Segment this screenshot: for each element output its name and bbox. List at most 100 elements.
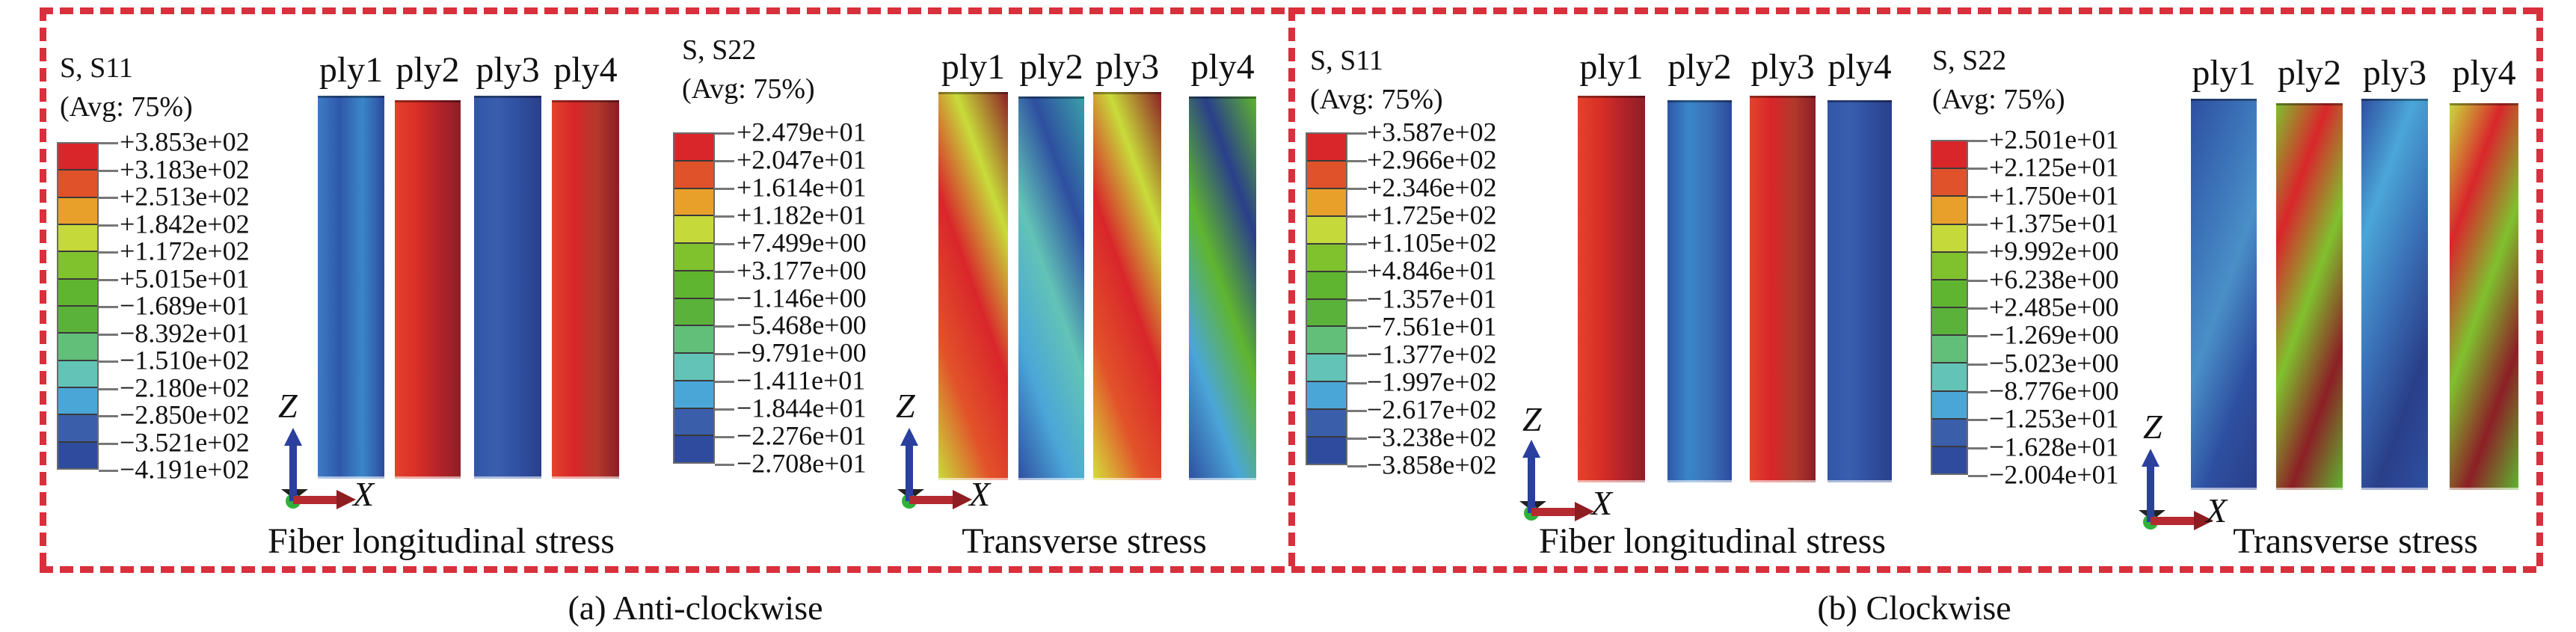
frame-divider [1288,7,1295,566]
legend-value: −2.180e+02 [120,372,250,402]
legend-tick [1968,335,1988,338]
ply-label: ply4 [1190,47,1255,87]
legend-value: −5.023e+00 [1989,347,2119,378]
legend-tick [715,408,734,411]
ply-label: ply4 [553,50,618,90]
legend-color-band [1307,327,1346,355]
legend-color-band [58,252,97,280]
legend-tick [1968,140,1988,142]
coordinate-triad-icon [2136,449,2218,531]
legend-color-band [674,188,713,217]
legend-value: +2.485e+00 [1989,292,2119,322]
panel-caption: (a) Anti-clockwise [568,589,823,627]
coordinate-triad-icon [1516,440,1599,522]
legend-value: +2.966e+02 [1367,144,1497,175]
legend-value: −2.617e+02 [1367,394,1497,425]
ply-label: ply1 [1579,47,1644,87]
ply-cylinder [2276,103,2343,490]
ply-cylinder [2450,103,2518,490]
legend-value: −2.004e+01 [1989,459,2119,490]
ply-label: ply3 [1095,47,1160,87]
legend-value: +3.853e+02 [120,126,250,157]
legend-color-band [58,144,97,171]
legend-tick [1968,279,1988,282]
legend-value: −8.776e+00 [1989,375,2119,406]
legend-tick [99,142,118,144]
legend-value: −4.191e+02 [120,454,250,485]
ply-cylinder [938,92,1008,480]
ply-cylinder [552,100,619,479]
legend-tick [1347,215,1367,218]
axis-x-label: X [353,475,375,513]
legend-color-band [1932,308,1967,337]
legend-tick [715,215,734,218]
legend-color-band [1932,391,1967,420]
legend-tick [99,197,118,199]
legend-tick [1347,243,1367,246]
legend-tick [715,325,734,328]
axis-z-label: Z [896,387,915,425]
legend-value: −1.357e+01 [1367,283,1497,313]
legend-value: −1.997e+02 [1367,366,1497,397]
legend-value: +2.479e+01 [737,117,867,147]
legend-value: +3.183e+02 [120,153,250,184]
legend-value: +1.614e+01 [737,172,867,203]
ply-cylinder [474,96,541,479]
axes-triad-graphic [1519,440,1594,521]
legend-color-bar [1306,132,1347,465]
legend-color-band [1307,188,1346,217]
legend-value: −1.377e+02 [1367,338,1497,369]
legend-color-band [58,224,97,253]
ply-label: ply2 [1019,47,1083,87]
legend-tick [1347,326,1367,329]
ply-cylinder [1750,96,1816,482]
legend-color-band [1307,271,1346,300]
frame-top [40,7,2536,14]
legend-value: +2.047e+01 [737,144,867,175]
ply-cylinder [1189,96,1256,480]
legend-value: −9.791e+00 [737,337,867,368]
legend-tick [1347,381,1367,384]
legend-color-band [1307,355,1346,383]
legend-value: −7.561e+01 [1367,310,1497,341]
plot-subtitle: Transverse stress [2233,521,2478,561]
legend-value: −1.510e+02 [120,345,250,375]
legend-color-band [58,361,97,388]
legend-color-bar [673,132,715,464]
legend-color-band [1307,244,1346,272]
legend-value: +1.182e+01 [737,200,867,230]
legend-tick [99,224,118,227]
legend-tick [1968,419,1988,422]
legend-value: −3.858e+02 [1367,450,1497,480]
legend-value: +2.346e+02 [1367,172,1497,203]
legend-color-band [1932,336,1967,364]
ply-label: ply3 [2362,53,2427,93]
ply-cylinder [1667,100,1732,482]
legend-value: +2.501e+01 [1989,124,2119,155]
legend-tick [715,242,734,245]
legend-averaging: (Avg: 75%) [60,91,193,123]
legend-value: +1.750e+01 [1989,180,2119,210]
legend-color-band [1307,410,1346,438]
legend-color-band [674,161,713,189]
legend-tick [1347,271,1367,274]
plot-subtitle: Transverse stress [962,521,1207,561]
legend-value: −1.689e+01 [120,290,250,321]
legend-tick [1347,437,1367,440]
legend-tick [99,415,118,417]
legend-color-band [674,381,713,409]
ply-cylinder [1018,96,1084,480]
legend-tick [1968,251,1988,254]
ply-cylinder [395,100,461,479]
legend-title: S, S11 [1310,45,1383,76]
legend-color-band [58,415,97,443]
legend-value: +1.725e+02 [1367,200,1497,230]
legend-color-band [674,216,713,244]
legend-tick [99,278,118,281]
legend-color-bar [1931,140,1968,475]
legend-value: −2.850e+02 [120,399,250,430]
ply-label: ply4 [1828,47,1892,87]
legend-value: +2.125e+01 [1989,152,2119,182]
ply-cylinder [2361,99,2428,490]
legend-color-band [58,279,97,307]
